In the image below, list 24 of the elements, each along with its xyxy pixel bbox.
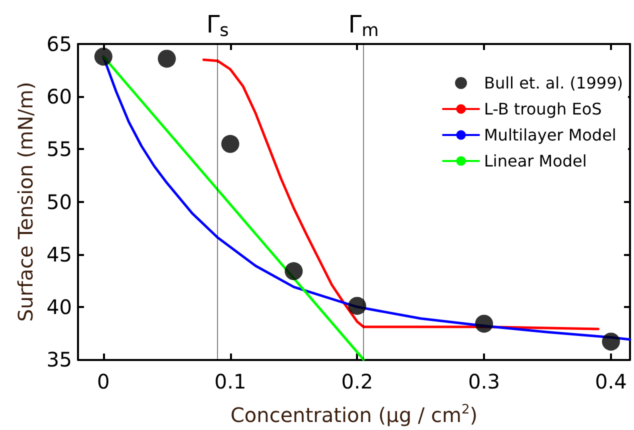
y-tick-label: 55	[46, 137, 72, 162]
legend-label: L-B trough EoS	[484, 100, 602, 118]
y-tick-label: 65	[46, 32, 72, 56]
x-tick-label: 0	[97, 370, 110, 394]
point	[158, 50, 176, 68]
y-tick-label: 40	[46, 294, 72, 319]
y-tick-label: 35	[46, 348, 72, 372]
legend-label: Multilayer Model	[484, 126, 616, 144]
x-tick-label: 0.2	[341, 370, 374, 394]
point	[94, 48, 112, 66]
x-tick-label: 0.4	[595, 370, 627, 394]
legend-label: Bull et. al. (1999)	[484, 74, 624, 92]
x-tick-label: 0.1	[214, 370, 246, 394]
y-axis-title: Surface Tension (mN/m)	[14, 82, 38, 322]
point	[284, 262, 303, 280]
y-tick-label: 45	[46, 242, 72, 266]
point	[602, 332, 620, 351]
point	[348, 296, 366, 315]
point	[221, 134, 240, 153]
y-tick-label: 60	[46, 84, 72, 109]
point	[475, 314, 494, 333]
x-tick-label: 0.3	[468, 370, 500, 394]
y-tick-label: 50	[46, 190, 72, 214]
legend-label: Linear Model	[484, 152, 587, 170]
